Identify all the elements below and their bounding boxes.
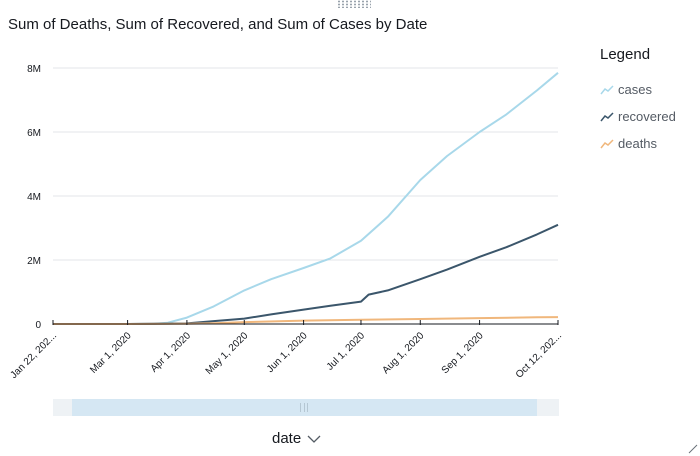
legend-title: Legend: [600, 46, 651, 63]
x-tick-label: Sep 1, 2020: [440, 330, 486, 376]
x-tick-label: Jan 22, 202...: [8, 330, 59, 381]
legend-item-deaths[interactable]: deaths: [600, 130, 676, 157]
series-line-recovered: [53, 223, 559, 325]
grip-icon: [300, 403, 308, 412]
chart-title: Sum of Deaths, Sum of Recovered, and Sum…: [8, 16, 428, 33]
scroll-thumb[interactable]: [72, 399, 537, 416]
x-tick-label: Jun 1, 2020: [265, 330, 310, 375]
x-tick-label: Apr 1, 2020: [149, 330, 194, 375]
x-tick-label: Jul 1, 2020: [325, 330, 368, 373]
y-tick-label: 8M: [27, 64, 41, 75]
resize-icon[interactable]: [688, 444, 698, 454]
line-series-icon: [600, 138, 614, 148]
x-axis-field-dropdown[interactable]: date: [272, 430, 321, 447]
chevron-down-icon: [307, 435, 321, 443]
series-line-cases: [53, 72, 559, 325]
axes: 0 2M 4M 6M 8M Jan 22, 202... Mar 1, 2020 Apr 1,…: [8, 64, 564, 381]
legend-item-recovered[interactable]: recovered: [600, 103, 676, 130]
legend-label-recovered: recovered: [618, 109, 676, 124]
x-axis-field-label: date: [272, 430, 302, 447]
y-tick-label: 0: [35, 320, 41, 331]
x-tick-label: May 1, 2020: [204, 330, 251, 377]
legend: Legend cases recovered deaths: [600, 46, 676, 157]
drag-handle[interactable]: [337, 0, 371, 8]
series-layer: [53, 72, 559, 325]
legend-item-cases[interactable]: cases: [600, 76, 676, 103]
y-tick-label: 2M: [27, 256, 41, 267]
legend-label-deaths: deaths: [618, 136, 658, 151]
series-line-deaths: [53, 316, 559, 325]
x-tick-label: Mar 1, 2020: [88, 330, 134, 376]
x-tick-label: Oct 12, 202...: [514, 330, 564, 380]
x-tick-label: Aug 1, 2020: [380, 330, 426, 376]
line-series-icon: [600, 111, 614, 121]
grid-lines: [53, 67, 558, 261]
legend-label-cases: cases: [618, 82, 652, 97]
line-series-icon: [600, 84, 614, 94]
y-tick-label: 6M: [27, 128, 41, 139]
y-tick-label: 4M: [27, 192, 41, 203]
range-scrollbar[interactable]: [53, 399, 559, 416]
